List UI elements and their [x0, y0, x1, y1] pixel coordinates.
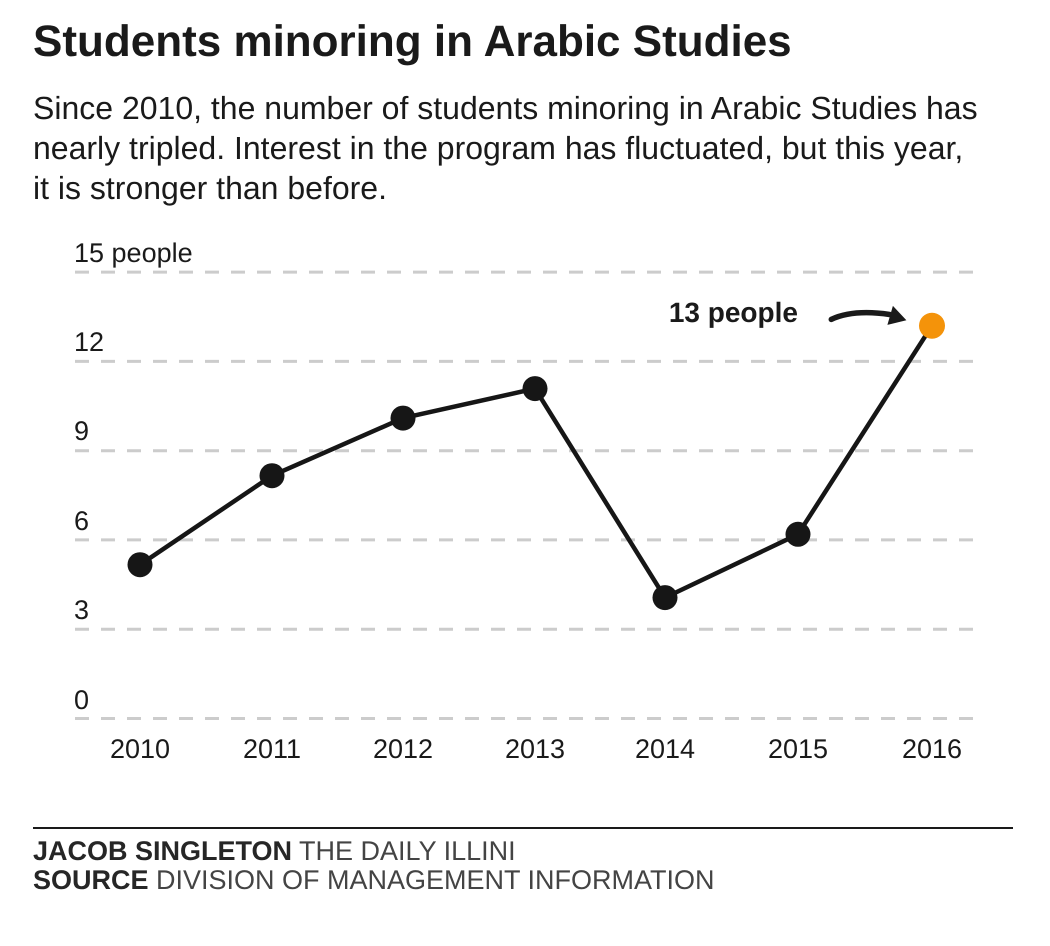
svg-text:2016: 2016 [902, 734, 962, 764]
svg-text:2014: 2014 [635, 734, 695, 764]
svg-text:3: 3 [74, 595, 89, 625]
svg-text:9: 9 [74, 416, 89, 446]
svg-text:2010: 2010 [110, 734, 170, 764]
svg-text:2012: 2012 [373, 734, 433, 764]
svg-text:13 people: 13 people [669, 297, 798, 328]
svg-text:2011: 2011 [243, 734, 301, 764]
svg-text:15 people: 15 people [74, 238, 193, 268]
svg-text:0: 0 [74, 685, 89, 715]
svg-text:12: 12 [74, 327, 104, 357]
svg-text:2013: 2013 [505, 734, 565, 764]
svg-text:6: 6 [74, 506, 89, 536]
svg-text:2015: 2015 [768, 734, 828, 764]
